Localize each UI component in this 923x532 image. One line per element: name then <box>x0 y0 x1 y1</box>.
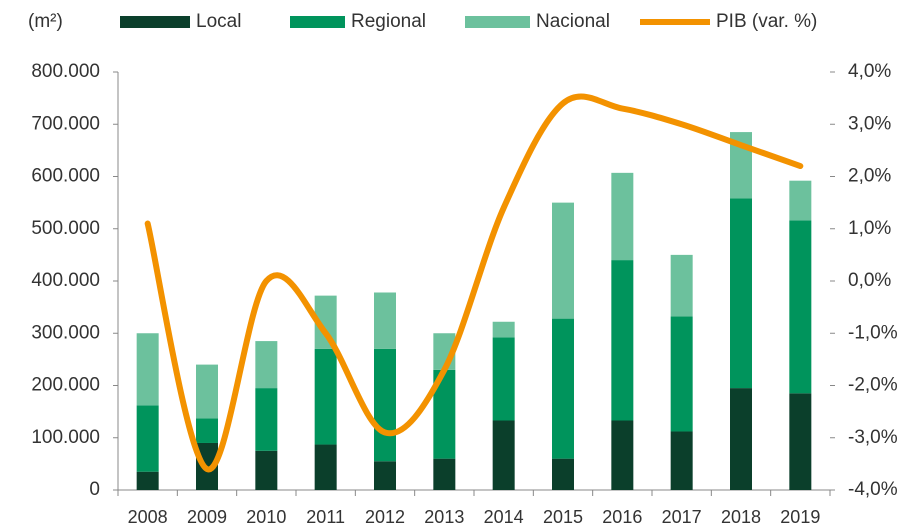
line <box>144 93 804 473</box>
bar <box>314 348 337 445</box>
bar <box>314 444 337 490</box>
legend-swatch <box>120 16 190 28</box>
bar <box>552 202 574 319</box>
x-tick-label: 2009 <box>187 507 227 527</box>
legend-label: Nacional <box>536 11 610 32</box>
bar <box>730 388 752 490</box>
bar <box>196 364 218 419</box>
bar <box>374 348 396 462</box>
x-tick-label: 2018 <box>721 507 761 527</box>
bar <box>552 458 574 490</box>
bar <box>670 316 693 432</box>
bar <box>492 337 515 421</box>
y-tick-label: 300.000 <box>31 322 100 343</box>
legend-label: Local <box>196 11 241 32</box>
y2-tick-label: -2,0% <box>848 375 898 396</box>
bar <box>255 388 278 451</box>
y2-tick-label: -1,0% <box>848 322 898 343</box>
x-tick-label: 2015 <box>543 507 583 527</box>
bar <box>433 458 456 490</box>
bar <box>611 172 634 261</box>
bar <box>374 461 396 490</box>
x-tick-label: 2013 <box>424 507 464 527</box>
x-tick-label: 2019 <box>780 507 820 527</box>
legend-swatch <box>465 16 530 28</box>
legend-label: Regional <box>351 11 426 32</box>
bar <box>670 254 693 317</box>
bar <box>136 405 159 472</box>
bar <box>789 393 812 490</box>
bar <box>789 220 812 394</box>
y2-tick-label: 4,0% <box>848 61 891 82</box>
y-tick-label: 700.000 <box>31 113 100 134</box>
x-tick-label: 2008 <box>128 507 168 527</box>
bar <box>196 418 218 443</box>
x-tick-label: 2017 <box>662 507 702 527</box>
bar <box>789 180 812 221</box>
y-tick-label: 100.000 <box>31 427 100 448</box>
bar <box>492 420 515 490</box>
y-tick-label: 500.000 <box>31 218 100 239</box>
legend-swatch <box>290 16 345 28</box>
y-tick-label: 0 <box>89 479 100 500</box>
legend-label: PIB (var. %) <box>716 11 817 32</box>
y2-tick-label: 2,0% <box>848 166 891 187</box>
bar <box>255 450 278 490</box>
bar <box>374 292 396 349</box>
x-tick-label: 2016 <box>602 507 642 527</box>
y2-tick-label: 1,0% <box>848 218 891 239</box>
y2-tick-label: 0,0% <box>848 270 891 291</box>
bar <box>670 431 693 490</box>
bar <box>255 341 278 389</box>
bar <box>730 198 752 389</box>
y2-tick-label: -3,0% <box>848 427 898 448</box>
x-tick-label: 2012 <box>365 507 405 527</box>
bar <box>314 295 337 349</box>
y-axis-label: (m²) <box>28 11 63 32</box>
bar <box>611 260 634 421</box>
bar <box>136 471 159 490</box>
y-tick-label: 200.000 <box>31 375 100 396</box>
y-tick-label: 600.000 <box>31 166 100 187</box>
y2-tick-label: 3,0% <box>848 113 891 134</box>
x-tick-label: 2014 <box>484 507 524 527</box>
x-tick-label: 2011 <box>306 507 345 527</box>
y-tick-label: 400.000 <box>31 270 100 291</box>
bar <box>552 318 574 459</box>
y2-tick-label: -4,0% <box>848 479 898 500</box>
bar <box>433 369 456 459</box>
bar <box>492 321 515 338</box>
x-tick-label: 2010 <box>246 507 286 527</box>
bar <box>611 420 634 490</box>
y-tick-label: 800.000 <box>31 61 100 82</box>
bar <box>136 333 159 406</box>
